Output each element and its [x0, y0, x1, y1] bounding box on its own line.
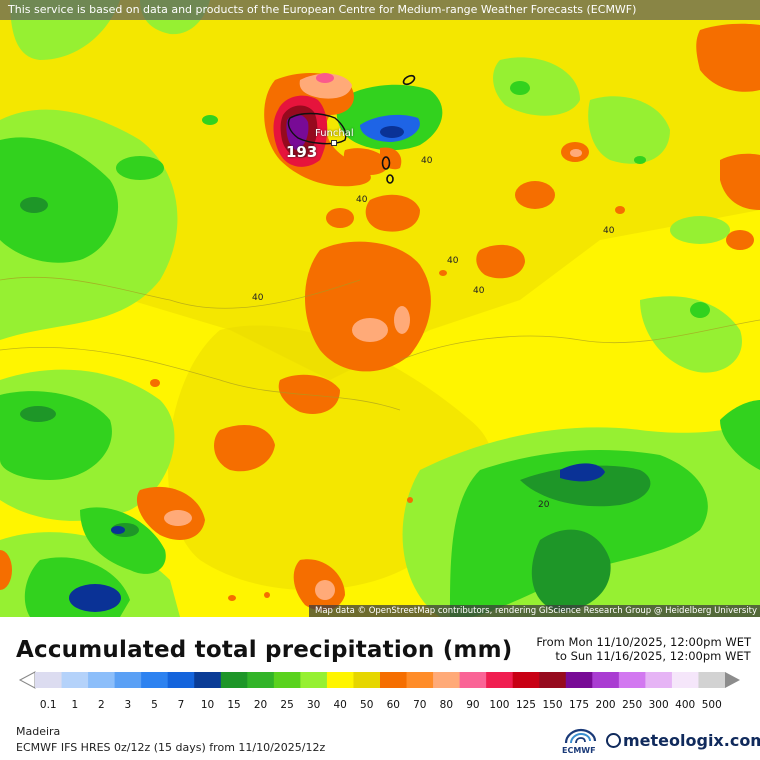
brand-text: meteologix.com [623, 731, 760, 750]
legend-swatch [353, 672, 381, 688]
legend-swatch [88, 672, 116, 688]
legend-label: 100 [489, 699, 509, 711]
legend-label: 0.1 [40, 699, 57, 711]
legend-swatch [35, 672, 63, 688]
legend-label: 3 [125, 699, 132, 711]
legend-label: 175 [569, 699, 589, 711]
legend-swatch [141, 672, 169, 688]
legend-label: 15 [227, 699, 240, 711]
max-precipitation-label: 193 [286, 143, 318, 161]
legend-swatch [406, 672, 434, 688]
legend-swatch [114, 672, 142, 688]
legend-swatch [433, 672, 461, 688]
legend-arrow-right [725, 672, 740, 688]
legend-swatch [326, 672, 354, 688]
legend-label: 200 [596, 699, 616, 711]
ecmwf-logo[interactable]: ECMWF [558, 727, 604, 757]
legend-label: 40 [334, 699, 347, 711]
legend-swatch [592, 672, 620, 688]
meteologix-logo[interactable]: meteologix.com [606, 731, 760, 750]
legend-label: 90 [466, 699, 479, 711]
contour-label: 20 [538, 500, 550, 510]
contour-label: 40 [252, 293, 264, 303]
legend-swatch [61, 672, 89, 688]
legend-label: 250 [622, 699, 642, 711]
chart-title: Accumulated total precipitation (mm) [16, 637, 513, 663]
funchal-marker[interactable] [331, 140, 337, 146]
legend-label: 70 [413, 699, 426, 711]
legend-label: 50 [360, 699, 373, 711]
ecmwf-swirl-icon [564, 728, 597, 744]
globe-icon [606, 733, 621, 748]
legend-label: 300 [649, 699, 669, 711]
map-attribution[interactable]: Map data © OpenStreetMap contributors, r… [309, 605, 760, 617]
legend-swatch [380, 672, 408, 688]
precipitation-field [0, 0, 760, 617]
ecmwf-notice-banner: This service is based on data and produc… [0, 0, 760, 20]
legend-swatch [698, 672, 726, 688]
legend-swatch [220, 672, 248, 688]
legend-swatch [512, 672, 540, 688]
legend-label: 80 [440, 699, 453, 711]
legend-label: 30 [307, 699, 320, 711]
contour-label: 40 [421, 156, 433, 166]
color-scale-legend: 0.1 1 2 3 5 7 10 15 20 25 30 40 50 60 70 80 90 100 125 150 1… [18, 671, 740, 711]
legend-swatch [300, 672, 328, 688]
legend-swatch [459, 672, 487, 688]
model-info: ECMWF IFS HRES 0z/12z (15 days) from 11/… [16, 741, 326, 754]
legend-label: 20 [254, 699, 267, 711]
contour-label: 40 [603, 226, 615, 236]
legend-swatch [486, 672, 514, 688]
legend-swatch [618, 672, 646, 688]
legend-label: 400 [675, 699, 695, 711]
legend-swatch [539, 672, 567, 688]
legend-swatch [645, 672, 673, 688]
ecmwf-logo-text: ECMWF [562, 746, 596, 755]
valid-to: to Sun 11/16/2025, 12:00pm WET [555, 649, 751, 663]
valid-time-range: From Mon 11/10/2025, 12:00pm WET to Sun … [536, 635, 751, 663]
divider [0, 617, 760, 621]
legend-label: 60 [387, 699, 400, 711]
contour-label: 40 [356, 195, 368, 205]
contour-label: 40 [447, 256, 459, 266]
legend-label: 2 [98, 699, 105, 711]
legend-swatch [273, 672, 301, 688]
legend-label: 7 [178, 699, 185, 711]
region-name: Madeira [16, 725, 61, 738]
city-label-funchal[interactable]: Funchal [315, 128, 354, 139]
legend-swatch [167, 672, 195, 688]
legend-arrow-left [18, 671, 36, 689]
legend-label: 500 [702, 699, 722, 711]
legend-label: 25 [280, 699, 293, 711]
valid-from: From Mon 11/10/2025, 12:00pm WET [536, 635, 751, 649]
legend-label: 5 [151, 699, 158, 711]
legend-label: 1 [71, 699, 78, 711]
legend-label: 10 [201, 699, 214, 711]
legend-swatch [565, 672, 593, 688]
legend-swatch [247, 672, 275, 688]
precipitation-map[interactable]: This service is based on data and produc… [0, 0, 760, 617]
contour-label: 40 [473, 286, 485, 296]
legend-swatch [194, 672, 222, 688]
legend-label: 150 [542, 699, 562, 711]
legend-label: 125 [516, 699, 536, 711]
legend-swatch [671, 672, 699, 688]
